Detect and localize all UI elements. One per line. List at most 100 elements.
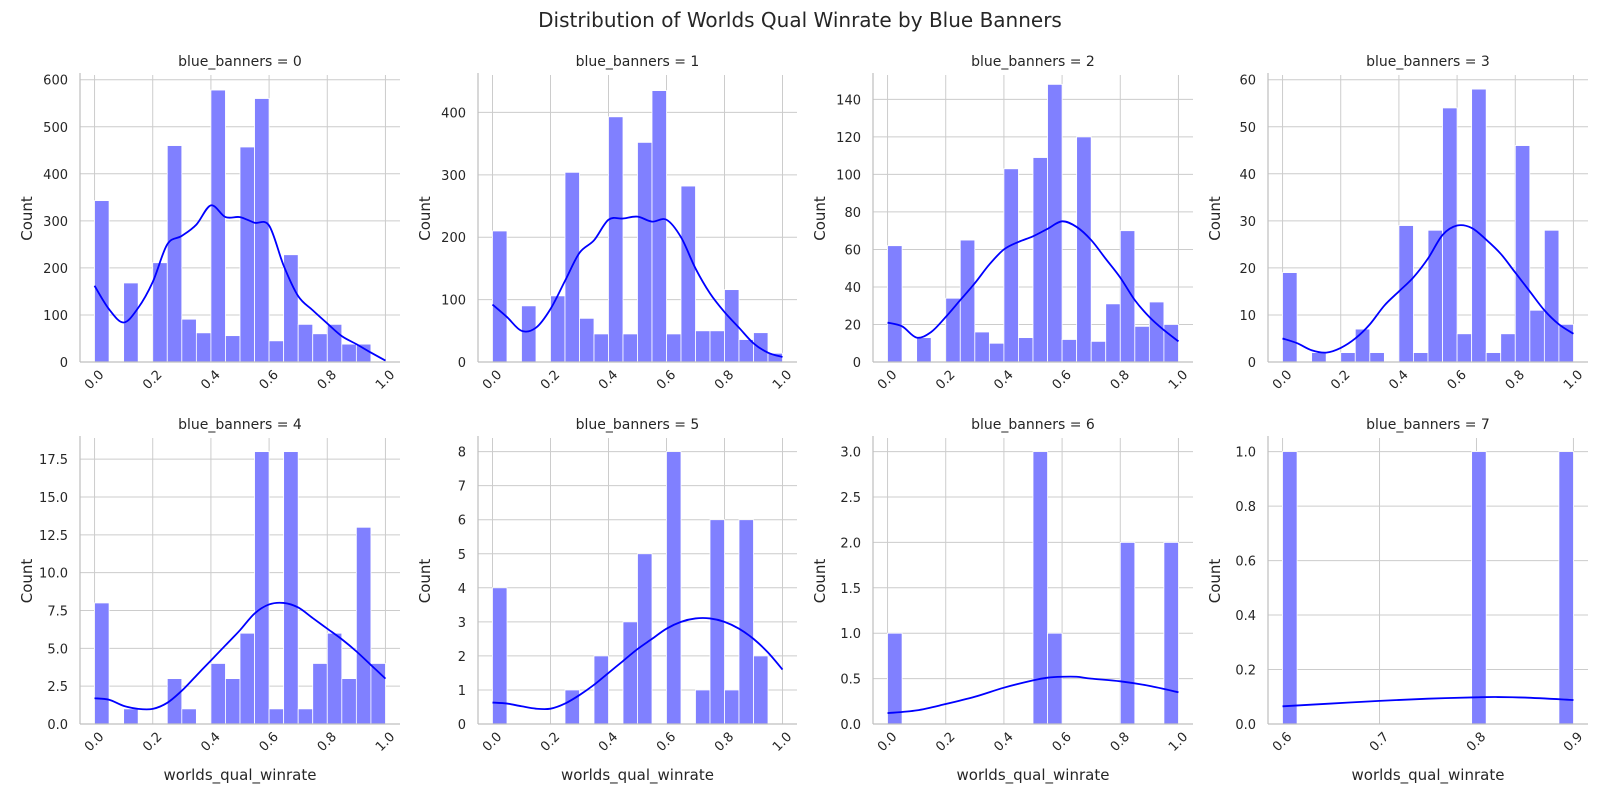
y-tick-label: 17.5 (39, 453, 68, 468)
y-tick-label: 2.5 (840, 491, 861, 506)
x-tick-label: 0.0 (480, 730, 505, 755)
histogram-bar (593, 655, 609, 725)
histogram-bar (1558, 451, 1574, 725)
y-tick-label: 1 (458, 684, 466, 699)
x-tick-label: 1.0 (770, 730, 795, 755)
histogram-bar (297, 708, 314, 725)
histogram-bar (1047, 632, 1063, 725)
x-tick-label: 0.0 (1270, 368, 1295, 393)
x-tick-label: 0.6 (1050, 730, 1075, 755)
x-tick-label: 0.8 (315, 368, 340, 393)
histogram-bar (579, 317, 595, 363)
histogram-bar (608, 116, 624, 363)
facet-title: blue_banners = 1 (576, 54, 700, 70)
x-tick-label: 0.2 (538, 368, 563, 393)
y-axis-label: Count (1206, 559, 1224, 604)
y-tick-label: 60 (1239, 74, 1256, 89)
histogram-bar (974, 331, 990, 363)
x-tick-label: 0.4 (596, 730, 621, 755)
x-tick-label: 1.0 (1561, 368, 1586, 393)
histogram-bar (680, 185, 696, 363)
y-tick-label: 300 (441, 169, 466, 184)
y-tick-label: 100 (836, 168, 861, 183)
histogram-bar (210, 89, 226, 363)
x-tick-label: 1.0 (1166, 368, 1191, 393)
histogram-bar (738, 519, 754, 725)
y-tick-label: 4 (458, 582, 466, 597)
kde-line (94, 601, 387, 711)
y-tick-label: 400 (43, 168, 68, 183)
y-tick-label: 1.0 (840, 627, 861, 642)
y-tick-label: 0 (458, 356, 466, 371)
histogram-bar (724, 689, 740, 725)
x-tick-label: 0.2 (538, 730, 563, 755)
histogram-bar (181, 318, 197, 363)
histogram-bar (622, 333, 638, 363)
histogram-bar (1543, 229, 1560, 363)
kde-line (492, 617, 784, 711)
kde-line (491, 215, 783, 358)
histogram-bar (341, 678, 357, 725)
y-tick-label: 40 (1239, 168, 1256, 183)
histogram-bar (1398, 225, 1414, 363)
x-axis-label: worlds_qual_winrate (957, 766, 1110, 785)
histogram-bar (1148, 301, 1165, 363)
y-tick-label: 5 (458, 548, 466, 563)
y-tick-label: 20 (844, 318, 861, 333)
y-tick-label: 50 (1239, 121, 1256, 136)
x-tick-label: 0.2 (933, 368, 958, 393)
y-tick-label: 0.0 (1235, 718, 1256, 733)
histogram-bar (166, 145, 183, 363)
x-tick-label: 1.0 (373, 730, 398, 755)
y-tick-label: 20 (1239, 262, 1256, 277)
histogram-bar (666, 451, 682, 725)
x-tick-label: 0.6 (654, 730, 679, 755)
histogram-bar (738, 339, 754, 363)
kde-line (887, 675, 1179, 715)
histogram-bar (312, 333, 328, 363)
facet-title: blue_banners = 5 (576, 417, 700, 433)
y-tick-label: 140 (836, 93, 861, 108)
histogram-bar (254, 451, 270, 725)
histogram-bar (268, 340, 285, 363)
x-tick-label: 0.2 (933, 730, 958, 755)
facet-title: blue_banners = 4 (178, 417, 302, 433)
y-tick-label: 120 (836, 131, 861, 146)
histogram-bar (521, 305, 537, 363)
x-tick-label: 0.0 (480, 368, 505, 393)
kde-line (1282, 224, 1574, 354)
histogram-bar (1134, 325, 1150, 363)
histogram-bar (695, 689, 711, 725)
histogram-bar (283, 451, 299, 725)
y-tick-label: 0.0 (840, 718, 861, 733)
histogram-bar (753, 332, 769, 363)
histogram-bar (297, 323, 314, 363)
facet-6: 0.0 0.5 1.0 1.5 2.0 2.5 3.0 0.0 0.2 0.4 0.6 0.8 1.0 b… (811, 417, 1193, 785)
histogram-bar (268, 708, 285, 725)
x-tick-label: 1.0 (1166, 730, 1191, 755)
histogram-bar (695, 330, 711, 363)
x-tick-label: 0.0 (875, 368, 900, 393)
y-tick-label: 0 (458, 718, 466, 733)
y-axis-label: Count (811, 196, 829, 241)
histogram-bar (1282, 451, 1298, 725)
x-tick-label: 0.4 (1386, 368, 1411, 393)
histogram-bar (1090, 340, 1107, 363)
x-tick-label: 0.0 (875, 730, 900, 755)
histogram-bar (355, 343, 372, 363)
histogram-bar (1485, 352, 1502, 363)
y-tick-label: 100 (441, 294, 466, 309)
x-tick-label: 0.8 (1108, 368, 1133, 393)
y-axis-label: Count (416, 559, 434, 604)
histogram-bar (1061, 339, 1078, 363)
histogram-bar (916, 337, 932, 363)
y-tick-label: 0 (1248, 356, 1256, 371)
histogram-bar (1076, 136, 1092, 363)
histogram-bar (1471, 451, 1487, 725)
histogram-bar (622, 621, 638, 725)
histogram-bar (1413, 352, 1429, 363)
y-tick-label: 200 (441, 231, 466, 246)
histogram-bar (225, 335, 241, 363)
x-tick-label: 0.0 (82, 368, 107, 393)
histogram-bar (195, 332, 212, 363)
